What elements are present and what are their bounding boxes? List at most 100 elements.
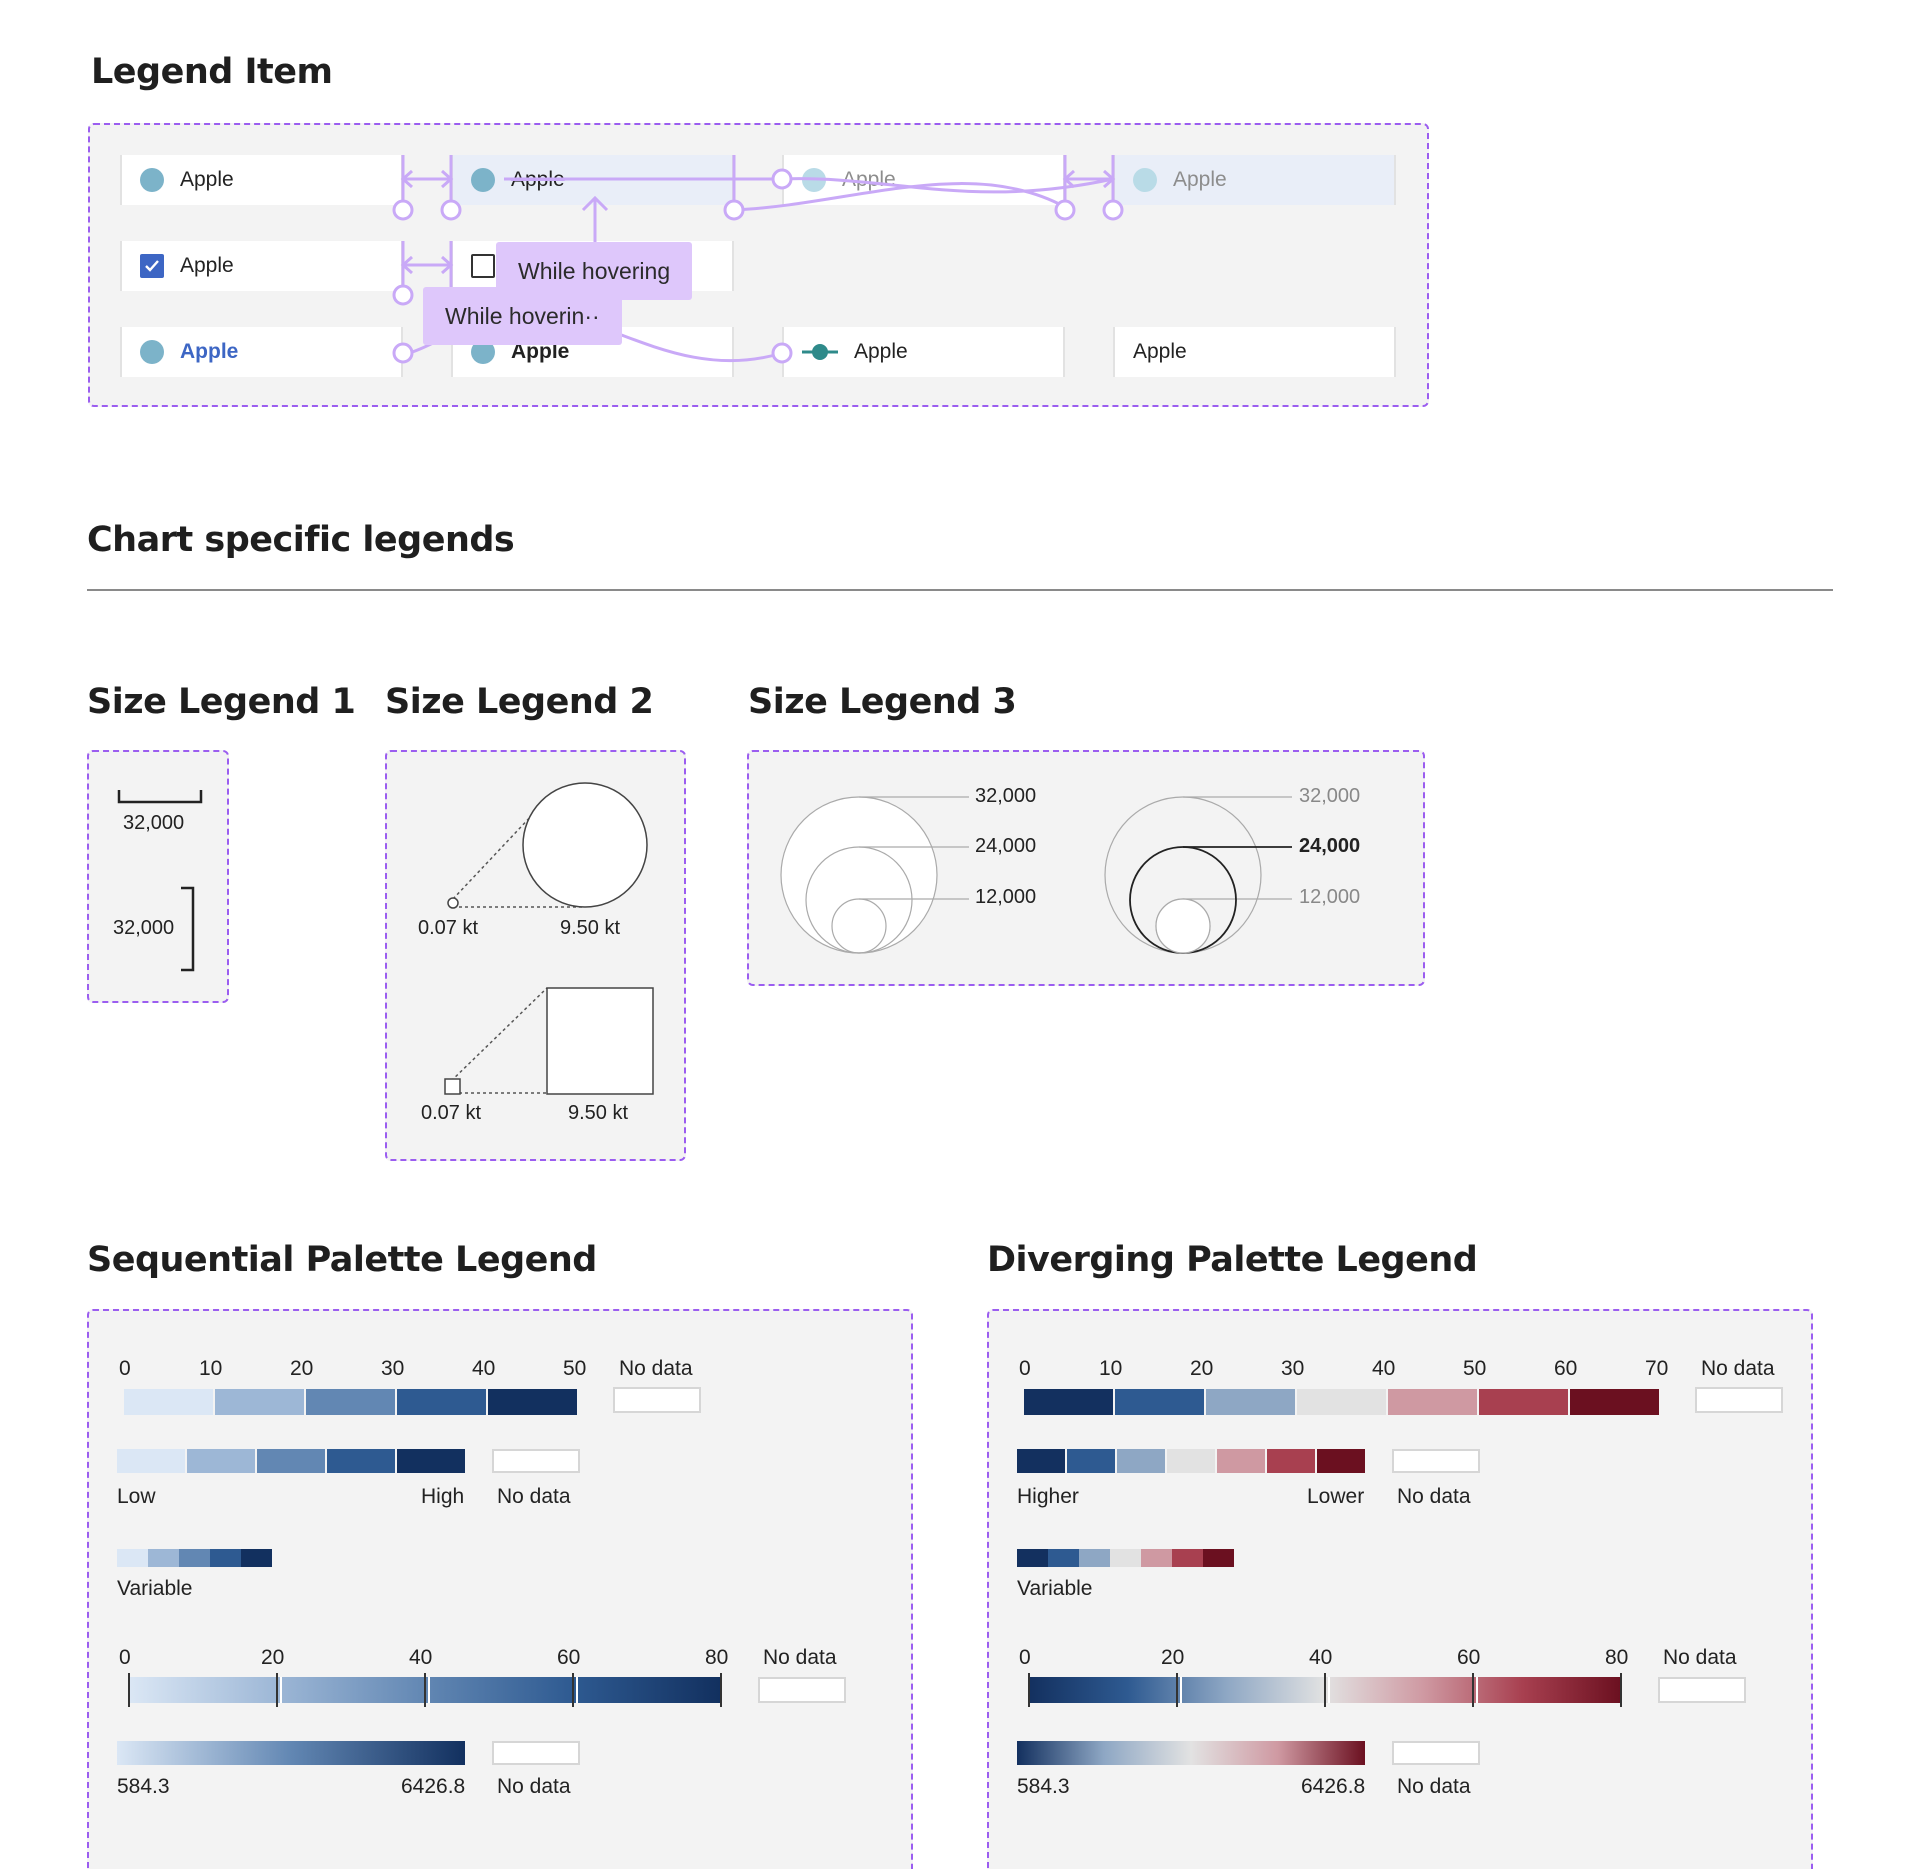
div-swatch — [1115, 1389, 1204, 1415]
div-swatch — [1217, 1449, 1265, 1473]
size-3-left-value-3: 12,000 — [975, 886, 1037, 908]
size-2-circle-min: 0.07 kt — [418, 917, 479, 939]
div-swatch — [1017, 1549, 1048, 1567]
seq-tick: 20 — [261, 1646, 285, 1669]
div-swatch — [1117, 1449, 1165, 1473]
div-tick: 40 — [1372, 1357, 1396, 1380]
div-swatch — [1172, 1549, 1203, 1567]
seq-swatch — [488, 1389, 577, 1415]
div-higher-label: Higher — [1017, 1485, 1079, 1508]
seq-swatch — [117, 1449, 185, 1473]
seq-no-data-swatch — [492, 1449, 580, 1473]
seq-swatch — [117, 1549, 148, 1567]
div-tick: 70 — [1645, 1357, 1669, 1380]
div-tick: 80 — [1605, 1646, 1629, 1669]
size-2-circle-max: 9.50 kt — [560, 917, 621, 939]
div-max-value: 6426.8 — [1301, 1775, 1366, 1798]
div-tick: 20 — [1161, 1646, 1185, 1669]
size-3-right-value-3: 12,000 — [1299, 886, 1361, 908]
div-tick: 10 — [1099, 1357, 1123, 1380]
line-marker-icon — [802, 344, 838, 360]
div-swatch — [1479, 1389, 1568, 1415]
div-tick: 0 — [1019, 1357, 1031, 1380]
circle-marker-icon — [1133, 168, 1157, 192]
legend-item-default[interactable]: Apple — [120, 155, 403, 205]
div-swatch — [1317, 1449, 1365, 1473]
div-lower-label: Lower — [1307, 1485, 1365, 1508]
seq-swatch — [148, 1549, 179, 1567]
legend-item-active[interactable]: Apple — [120, 327, 403, 377]
spacing-annotation-overlay — [392, 155, 1124, 364]
div-no-data-label: No data — [1397, 1775, 1471, 1798]
legend-item-text-only[interactable]: Apple — [1113, 327, 1396, 377]
div-tick: 50 — [1463, 1357, 1487, 1380]
div-tick: 0 — [1019, 1646, 1031, 1669]
div-no-data-label: No data — [1701, 1357, 1775, 1380]
seq-no-data-label: No data — [497, 1485, 571, 1508]
div-swatch — [1388, 1389, 1477, 1415]
legend-item-checkbox-checked[interactable]: Apple — [120, 241, 403, 291]
div-no-data-label: No data — [1663, 1646, 1737, 1669]
div-tick: 40 — [1309, 1646, 1333, 1669]
seq-swatch — [397, 1389, 486, 1415]
seq-low-label: Low — [117, 1485, 156, 1508]
diverging-legend-frame: 0 10 20 30 40 50 60 70 No data Higher Lo… — [987, 1309, 1813, 1869]
seq-high-label: High — [421, 1485, 465, 1508]
seq-swatch — [179, 1549, 210, 1567]
seq-tick: 40 — [472, 1357, 496, 1380]
legend-item-line-marker[interactable]: Apple — [782, 327, 1065, 377]
div-swatch — [1110, 1549, 1141, 1567]
size-2-shapes — [444, 782, 654, 1095]
seq-swatch — [397, 1449, 465, 1473]
div-min-value: 584.3 — [1017, 1775, 1070, 1798]
seq-gradient-bar — [117, 1741, 465, 1765]
seq-variable-label: Variable — [117, 1577, 193, 1600]
div-swatch — [1570, 1389, 1659, 1415]
seq-gradient-ticks — [128, 1673, 722, 1707]
seq-no-data-label: No data — [497, 1775, 571, 1798]
div-tick: 20 — [1190, 1357, 1214, 1380]
seq-swatch — [124, 1389, 213, 1415]
size-2-square-min: 0.07 kt — [421, 1102, 482, 1124]
seq-swatch — [257, 1449, 325, 1473]
size-legend-1-frame: 32,000 32,000 — [87, 750, 229, 1003]
div-swatch — [1206, 1389, 1295, 1415]
seq-no-data-swatch — [613, 1387, 701, 1413]
div-tick: 60 — [1457, 1646, 1481, 1669]
seq-swatch — [187, 1449, 255, 1473]
size-1-horizontal-value: 32,000 — [123, 812, 185, 834]
size-3-circles — [780, 796, 1292, 954]
div-swatch — [1048, 1549, 1079, 1567]
circle-marker-icon — [140, 340, 164, 364]
seq-no-data-label: No data — [763, 1646, 837, 1669]
size-3-left-value-2: 24,000 — [975, 835, 1037, 857]
size-3-right-value-1: 32,000 — [1299, 785, 1361, 807]
size-2-square-max: 9.50 kt — [568, 1102, 629, 1124]
section-divider — [87, 589, 1833, 591]
div-no-data-swatch — [1392, 1741, 1480, 1765]
div-gradient-bar — [1017, 1741, 1365, 1765]
seq-min-value: 584.3 — [117, 1775, 170, 1798]
div-tick: 30 — [1281, 1357, 1305, 1380]
legend-item-inactive-hover[interactable]: Apple — [1113, 155, 1396, 205]
circle-marker-icon — [140, 168, 164, 192]
div-no-data-label: No data — [1397, 1485, 1471, 1508]
seq-tick: 0 — [119, 1646, 131, 1669]
seq-swatch — [306, 1389, 395, 1415]
div-swatch — [1141, 1549, 1172, 1567]
checkbox-unchecked-icon[interactable] — [471, 254, 495, 278]
seq-tick: 30 — [381, 1357, 405, 1380]
checkbox-checked-icon[interactable] — [140, 254, 164, 278]
seq-swatch — [241, 1549, 272, 1567]
sequential-legend-title: Sequential Palette Legend — [87, 1240, 597, 1280]
sequential-legend-frame: 0 10 20 30 40 50 No data Low High No dat… — [87, 1309, 913, 1869]
size-legend-3-title: Size Legend 3 — [748, 682, 1017, 722]
div-no-data-swatch — [1392, 1449, 1480, 1473]
seq-tick: 80 — [705, 1646, 729, 1669]
seq-swatch — [210, 1549, 241, 1567]
size-3-right-value-2: 24,000 — [1299, 835, 1361, 857]
seq-tick: 60 — [557, 1646, 581, 1669]
hover-annotation-secondary: While hoverin·· — [423, 287, 622, 345]
seq-tick: 50 — [563, 1357, 587, 1380]
size-1-vertical-value: 32,000 — [113, 917, 175, 939]
